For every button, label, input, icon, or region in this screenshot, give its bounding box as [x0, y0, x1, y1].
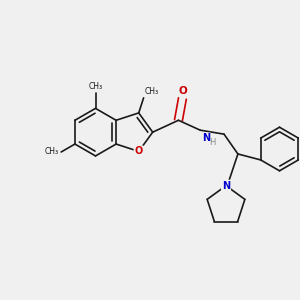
Text: CH₃: CH₃: [88, 82, 103, 91]
Text: N: N: [202, 133, 210, 143]
Text: CH₃: CH₃: [145, 87, 159, 96]
Text: CH₃: CH₃: [45, 148, 59, 157]
Text: O: O: [178, 85, 187, 96]
Text: H: H: [209, 138, 215, 147]
Text: N: N: [222, 181, 230, 191]
Text: O: O: [135, 146, 143, 156]
